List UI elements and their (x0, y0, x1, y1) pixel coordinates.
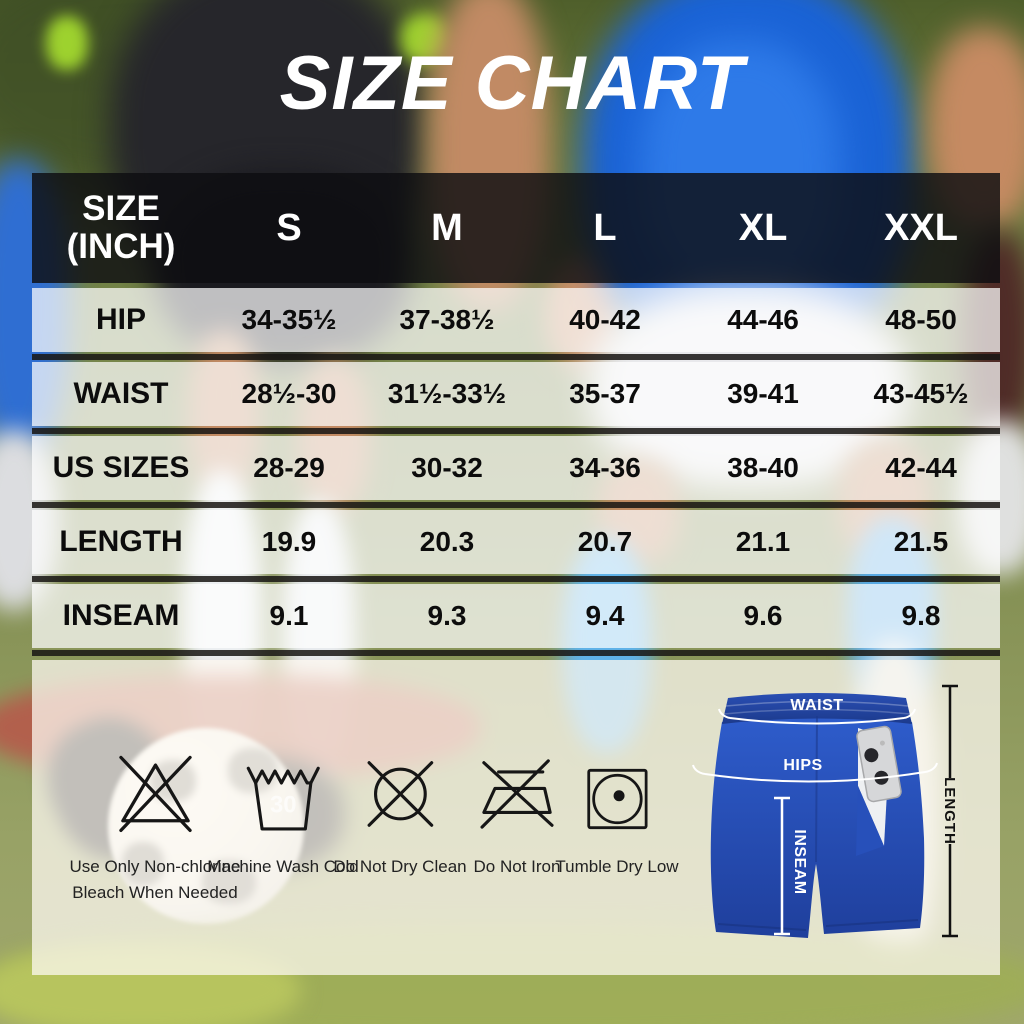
table-row-us-sizes: US SIZES 28-29 30-32 34-36 38-40 42-44 (32, 436, 1000, 500)
care-label-line: Tumble Dry Low (555, 857, 679, 876)
cell-value: 9.1 (269, 600, 309, 631)
row-label: LENGTH (59, 525, 183, 558)
length-label: LENGTH (941, 777, 958, 845)
table-row-inseam: INSEAM 9.1 9.3 9.4 9.6 9.8 (32, 584, 1000, 648)
length-measure-line (942, 684, 958, 938)
cell-value: 39-41 (727, 378, 799, 409)
shorts-waistband (722, 693, 912, 724)
photo-lime-armband-left (46, 16, 88, 70)
tumble-dry-low-icon (586, 768, 648, 830)
phone-in-pocket (856, 725, 902, 803)
care-item-iron: Do Not Iron (471, 744, 563, 880)
hips-label: HIPS (783, 757, 822, 774)
row-separator (32, 352, 1000, 362)
cell-value: 37-38½ (399, 304, 495, 335)
cell-value: 9.3 (427, 600, 467, 631)
care-label-line: Use Only Non-chlorine (69, 857, 241, 876)
cell-value: 48-50 (885, 304, 957, 335)
table-row-waist: WAIST 28½-30 31½-33½ 35-37 39-41 43-45½ (32, 362, 1000, 426)
shorts-measurement-diagram: WAIST HIPS INSEAM LENGTH (692, 684, 958, 938)
waist-label: WAIST (790, 697, 843, 714)
cell-value: 21.1 (735, 526, 791, 557)
do-not-iron-icon (480, 759, 554, 829)
cell-value: 9.6 (743, 600, 783, 631)
icon-box (555, 744, 678, 840)
icon-box: 30 (207, 744, 359, 840)
cell-value: 31½-33½ (387, 378, 507, 409)
row-label: HIP (95, 303, 146, 336)
care-label-line: Do Not Dry Clean (333, 857, 467, 876)
care-item-tumble-dry: Tumble Dry Low (555, 744, 679, 880)
header-col-xl: XL (738, 206, 788, 249)
cell-value: 40-42 (569, 304, 641, 335)
machine-wash-cold-icon: 30 (246, 766, 320, 831)
cell-value: 20.3 (419, 526, 475, 557)
table-row-length: LENGTH 19.9 20.3 20.7 21.1 21.5 (32, 510, 1000, 574)
header-col-l: L (593, 206, 617, 249)
cell-value: 44-46 (727, 304, 799, 335)
care-label: Do Not Iron (471, 854, 563, 880)
pocket-flap (856, 786, 884, 856)
row-separator (32, 500, 1000, 510)
care-label: Tumble Dry Low (555, 854, 678, 880)
care-item-bleach: Use Only Non-chlorine Bleach When Needed (69, 744, 241, 905)
non-chlorine-bleach-icon (118, 755, 192, 833)
care-label: Do Not Dry Clean (333, 854, 466, 880)
header-size-line1: SIZE (82, 189, 160, 229)
cell-value: 28½-30 (241, 378, 337, 409)
cell-value: 42-44 (885, 452, 957, 483)
header-size-inch: SIZE (INCH) (32, 190, 210, 266)
page-title: SIZE CHART (279, 41, 745, 126)
cell-value: 34-35½ (241, 304, 337, 335)
row-separator (32, 426, 1000, 436)
care-item-wash: 30 Machine Wash Cold (207, 744, 359, 880)
inseam-measure-line (774, 796, 790, 936)
icon-box (333, 744, 466, 840)
care-label-line: Do Not Iron (473, 857, 561, 876)
wash-temp-text: 30 (270, 791, 297, 818)
care-label-line: Machine Wash Cold (207, 857, 359, 876)
cell-value: 30-32 (411, 452, 483, 483)
hips-measure-line (704, 771, 926, 783)
cell-value: 21.5 (893, 526, 949, 557)
cell-value: 34-36 (569, 452, 641, 483)
row-label: INSEAM (62, 599, 180, 632)
row-separator (32, 648, 1000, 658)
inseam-label: INSEAM (791, 829, 808, 894)
care-label-line: Bleach When Needed (72, 882, 238, 902)
cell-value: 43-45½ (873, 378, 969, 409)
do-not-dry-clean-icon (367, 761, 433, 827)
row-separator (32, 574, 1000, 584)
icon-box (471, 744, 563, 840)
header-col-m: M (431, 206, 463, 249)
cell-value: 20.7 (577, 526, 633, 557)
row-label: WAIST (73, 377, 169, 410)
cell-value: 28-29 (253, 452, 325, 483)
care-and-diagram-panel: Use Only Non-chlorine Bleach When Needed… (32, 660, 1000, 975)
row-label: US SIZES (52, 451, 190, 484)
size-table-header: SIZE (INCH) S M L XL XXL (32, 173, 1000, 283)
table-row-hip: HIP 34-35½ 37-38½ 40-42 44-46 48-50 (32, 288, 1000, 352)
cell-value: 9.8 (901, 600, 941, 631)
header-col-xxl: XXL (884, 206, 958, 249)
header-size-line2: (INCH) (66, 227, 176, 266)
cell-value: 19.9 (261, 526, 317, 557)
waist-measure-line (729, 717, 905, 725)
cell-value: 9.4 (585, 600, 625, 631)
size-table: SIZE (INCH) S M L XL XXL HIP 34-35½ 37-3… (32, 173, 1000, 658)
icon-box (69, 744, 240, 840)
care-label: Use Only Non-chlorine Bleach When Needed (69, 854, 240, 905)
care-label: Machine Wash Cold (207, 854, 359, 880)
cell-value: 35-37 (569, 378, 641, 409)
care-item-dry-clean: Do Not Dry Clean (333, 744, 467, 880)
cell-value: 38-40 (727, 452, 799, 483)
header-col-s: S (276, 206, 302, 249)
